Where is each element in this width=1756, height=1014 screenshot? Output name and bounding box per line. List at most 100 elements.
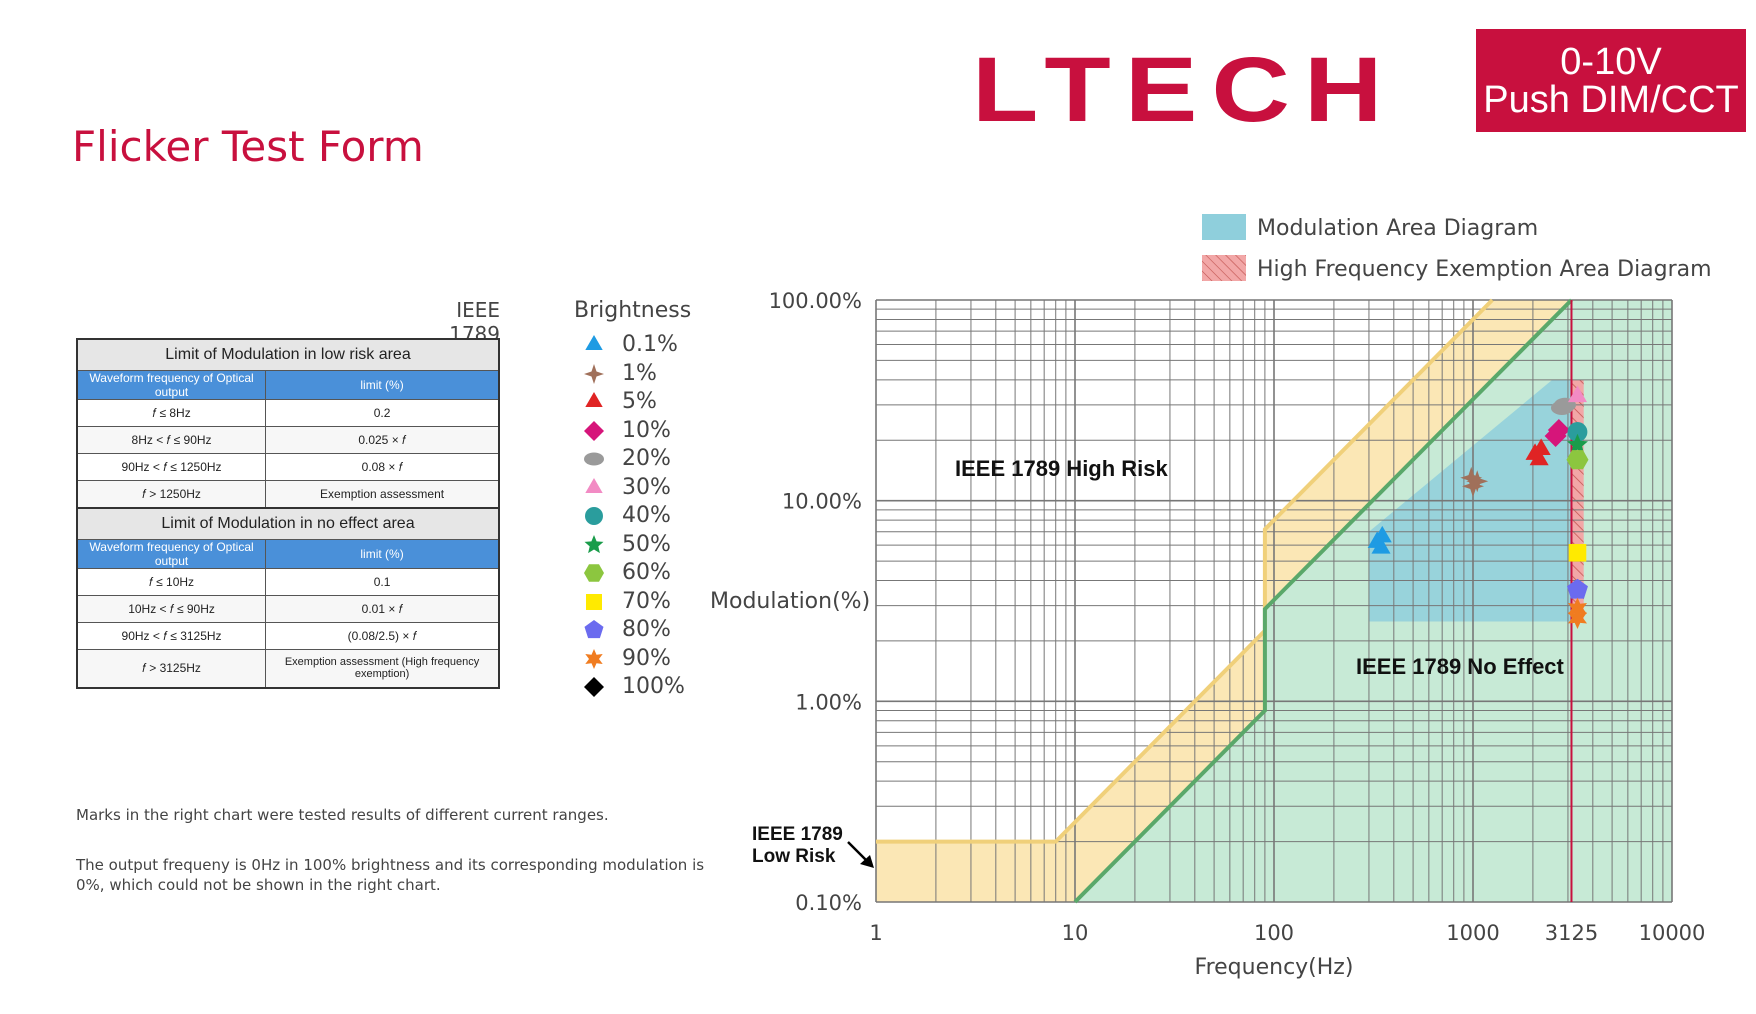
x-tick-label: 1: [869, 921, 882, 945]
brightness-label: 80%: [622, 617, 671, 642]
data-point: [1547, 419, 1570, 441]
limits-table: Limit of Modulation in low risk area Wav…: [76, 338, 500, 689]
diamond-marker-icon: [584, 677, 604, 697]
star6-marker-icon: [585, 648, 603, 669]
table-cell-freq: 𝑓 ≤ 8Hz: [76, 399, 267, 427]
y-tick-label: 1.00%: [795, 690, 862, 714]
data-point: [1567, 607, 1588, 630]
table-cell-limit: 0.01 × 𝑓: [265, 595, 500, 623]
star5-marker-icon: [584, 534, 604, 553]
table-cell-limit: 0.2: [265, 399, 500, 427]
col-header-limit: limit (%): [265, 370, 500, 400]
page-title: Flicker Test Form: [72, 122, 424, 171]
table-cell-freq: 10Hz < 𝑓 ≤ 90Hz: [76, 595, 267, 623]
col-header-freq: Waveform frequency of Optical output: [76, 539, 267, 569]
table-cell-freq: 90Hz < 𝑓 ≤ 1250Hz: [76, 453, 267, 481]
x-tick-label: 100: [1254, 921, 1294, 945]
triangle-up-marker-icon: [585, 335, 603, 350]
brightness-label: 90%: [622, 645, 671, 671]
brightness-label: 5%: [622, 389, 657, 414]
data-point: [1462, 475, 1484, 498]
data-point: [1567, 578, 1588, 599]
data-point: [1529, 448, 1549, 466]
table-cell-freq: 90Hz < 𝑓 ≤ 3125Hz: [76, 622, 267, 650]
table-cell-limit: Exemption assessment (High frequency exe…: [265, 649, 500, 688]
badge-line-1: 0-10V: [1560, 40, 1662, 83]
table-row: 𝑓 > 3125Hz Exemption assessment (High fr…: [76, 649, 500, 688]
data-point: [1568, 543, 1587, 562]
y-tick-label: 0.10%: [795, 891, 862, 915]
hexagon-marker-icon: [584, 564, 604, 582]
no-effect-line: [1073, 298, 1573, 904]
y-tick-label: 10.00%: [782, 490, 862, 514]
product-badge: 0-10V Push DIM/CCT: [1476, 29, 1746, 132]
brightness-label: 60%: [622, 560, 671, 585]
low-risk-label-line-1: IEEE 1789: [752, 824, 843, 845]
brightness-label: 100%: [622, 674, 685, 699]
brightness-label: 70%: [622, 588, 671, 614]
x-tick-label: 1000: [1446, 921, 1499, 945]
col-header-freq: Waveform frequency of Optical output: [76, 370, 267, 400]
data-point: [1531, 438, 1551, 455]
note-marks: Marks in the right chart were tested res…: [76, 806, 609, 824]
table-row: 8Hz < 𝑓 ≤ 90Hz 0.025 × 𝑓: [76, 426, 500, 454]
legend-label: Modulation Area Diagram: [1257, 216, 1538, 241]
legend-swatch: [1202, 214, 1246, 240]
x-tick-label: 10: [1062, 921, 1089, 945]
data-point: [1371, 537, 1391, 554]
brightness-label: 1%: [622, 360, 657, 386]
brightness-label: 20%: [622, 446, 671, 471]
low-risk-label-line-2: Low Risk: [752, 846, 836, 867]
note-output-frequency: The output frequeny is 0Hz in 100% brigh…: [76, 856, 705, 894]
table-cell-limit: 0.025 × 𝑓: [265, 426, 500, 454]
data-point: [1566, 450, 1589, 470]
table-cell-limit: (0.08/2.5) × 𝑓: [265, 622, 500, 650]
x-tick-label: 3125: [1545, 921, 1598, 945]
table-row: 𝑓 ≤ 8Hz 0.2: [76, 399, 500, 427]
brightness-label: 30%: [622, 474, 671, 500]
triangle-marker-icon: [585, 477, 603, 493]
ellipse-marker-icon: [584, 452, 604, 466]
table-cell-freq: 𝑓 ≤ 10Hz: [76, 568, 267, 596]
table-cell-limit: 0.08 × 𝑓: [265, 453, 500, 481]
pentagon-marker-icon: [584, 620, 604, 639]
data-point: [1372, 525, 1392, 543]
brightness-label: 0.1%: [622, 332, 678, 357]
table-row: 90Hz < 𝑓 ≤ 3125Hz (0.08/2.5) × 𝑓: [76, 622, 500, 650]
table-row: 90Hz < 𝑓 ≤ 1250Hz 0.08 × 𝑓: [76, 453, 500, 481]
table-cell-limit: Exemption assessment: [265, 480, 500, 509]
brightness-label: 10%: [622, 417, 671, 443]
circle-marker-icon: [585, 507, 603, 525]
triangle-marker-icon: [585, 392, 603, 407]
badge-line-2: Push DIM/CCT: [1483, 78, 1739, 121]
legend-label: High Frequency Exemption Area Diagram: [1257, 257, 1712, 282]
table-row: 10Hz < 𝑓 ≤ 90Hz 0.01 × 𝑓: [76, 595, 500, 623]
col-header-limit: limit (%): [265, 539, 500, 569]
table-row: 𝑓 ≤ 10Hz 0.1: [76, 568, 500, 596]
data-point: [1567, 385, 1588, 403]
table-row: 𝑓 > 1250Hz Exemption assessment: [76, 480, 500, 509]
brightness-title: Brightness: [574, 298, 692, 323]
x-axis-label: Frequency(Hz): [1195, 955, 1354, 980]
brightness-label: 50%: [622, 531, 671, 557]
table-cell-freq: 8Hz < 𝑓 ≤ 90Hz: [76, 426, 267, 454]
star4-marker-icon: [584, 363, 604, 384]
no-effect-label: IEEE 1789 No Effect: [1356, 654, 1565, 679]
legend-swatch: [1202, 255, 1246, 281]
data-point: [1460, 466, 1483, 489]
brand-logo: LTECH: [972, 39, 1397, 141]
x-tick-label: 10000: [1639, 921, 1706, 945]
data-point: [1466, 470, 1489, 493]
diamond-marker-icon: [584, 420, 604, 441]
table-cell-freq: 𝑓 > 3125Hz: [76, 649, 267, 688]
low-risk-arrow: [847, 841, 869, 863]
low-risk-arrow-head: [860, 855, 874, 868]
high-risk-label: IEEE 1789 High Risk: [955, 456, 1169, 481]
y-axis-label: Modulation(%): [710, 589, 870, 614]
y-tick-label: 100.00%: [769, 289, 862, 313]
square-marker-icon: [586, 593, 602, 610]
brightness-label: 40%: [622, 503, 671, 528]
data-point: [1567, 433, 1588, 454]
data-point: [1567, 422, 1588, 442]
